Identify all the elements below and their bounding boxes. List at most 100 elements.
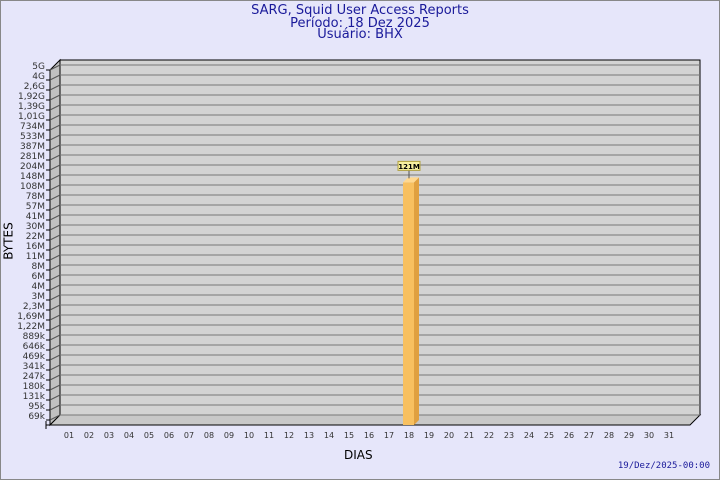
x-tick-label: 20 <box>444 431 454 440</box>
bar-front <box>403 182 414 425</box>
grid-line-side <box>49 334 61 341</box>
x-tick-label: 30 <box>644 431 654 440</box>
x-tick-label: 02 <box>84 431 94 440</box>
grid-line-side <box>49 164 61 171</box>
x-tick-label: 23 <box>504 431 514 440</box>
y-tick-label: 1,22M <box>17 322 45 332</box>
y-tick-label: 734M <box>20 122 45 132</box>
x-tick-label: 22 <box>484 431 494 440</box>
x-tick-label: 04 <box>124 431 134 440</box>
y-tick-label: 889k <box>23 332 46 342</box>
grid-line-side <box>49 144 61 151</box>
x-tick-label: 29 <box>624 431 634 440</box>
y-tick-label: 22M <box>26 232 45 242</box>
x-tick-label: 08 <box>204 431 214 440</box>
y-tick-label: 4M <box>32 282 46 292</box>
x-tick-label: 01 <box>64 431 74 440</box>
y-tick-label: 78M <box>26 192 45 202</box>
grid-line-side <box>49 294 61 301</box>
x-tick-label: 06 <box>164 431 174 440</box>
grid-line-side <box>49 124 61 131</box>
y-tick-label: 95k <box>28 402 45 412</box>
grid-line-side <box>49 64 61 71</box>
y-tick-label: 247k <box>23 372 46 382</box>
y-tick-label: 4G <box>32 72 45 82</box>
chart-title: SARG, Squid User Access Reports <box>251 3 469 18</box>
plot-floor <box>48 414 702 426</box>
y-tick-label: 148M <box>20 172 45 182</box>
grid-line-side <box>49 254 61 261</box>
x-tick-label: 09 <box>224 431 234 440</box>
y-tick-label: 533M <box>20 132 45 142</box>
timestamp: 19/Dez/2025-00:00 <box>617 461 710 471</box>
grid-line-side <box>49 394 61 401</box>
grid-line-side <box>49 244 61 251</box>
y-tick-label: 204M <box>20 162 45 172</box>
grid-line-side <box>49 84 61 91</box>
y-tick-label: 469k <box>23 352 46 362</box>
x-axis-label: DIAS <box>344 448 373 462</box>
y-axis-label: BYTES <box>1 222 16 260</box>
y-tick-label: 16M <box>26 242 45 252</box>
grid-line-side <box>49 154 61 161</box>
y-tick-label: 30M <box>26 222 45 232</box>
y-tick-label: 387M <box>20 142 45 152</box>
y-tick-label: 3M <box>32 292 46 302</box>
grid-line-side <box>49 354 61 361</box>
x-tick-label: 13 <box>304 431 314 440</box>
y-tick-label: 180k <box>23 382 46 392</box>
x-tick-label: 25 <box>544 431 554 440</box>
x-tick-label: 07 <box>184 431 194 440</box>
grid-line-side <box>49 314 61 321</box>
grid-line-side <box>49 104 61 111</box>
y-tick-label: 131k <box>23 392 46 402</box>
bar-top <box>403 177 419 183</box>
grid-line-side <box>49 194 61 201</box>
data-label-box <box>397 160 421 171</box>
y-tick-label: 2,6G <box>24 82 45 92</box>
y-tick-label: 646k <box>23 342 46 352</box>
y-tick-label: 69k <box>28 412 45 422</box>
y-tick-label: 1,01G <box>18 112 45 122</box>
grid-line-side <box>49 134 61 141</box>
y-tick-label: 281M <box>20 152 45 162</box>
x-tick-label: 05 <box>144 431 154 440</box>
grid-line-side <box>49 364 61 371</box>
y-tick-label: 8M <box>32 262 46 272</box>
grid-line-side <box>49 114 61 121</box>
plot-left-wall <box>49 58 61 427</box>
x-tick-label: 26 <box>564 431 574 440</box>
grid-line-side <box>49 274 61 281</box>
y-tick-label: 341k <box>23 362 46 372</box>
x-tick-label: 28 <box>604 431 614 440</box>
x-tick-label: 15 <box>344 431 354 440</box>
x-tick-label: 11 <box>264 431 274 440</box>
grid-line-side <box>49 234 61 241</box>
grid-line-side <box>49 214 61 221</box>
grid-line-side <box>49 74 61 81</box>
chart-user: Usuário: BHX <box>317 27 403 42</box>
y-tick-label: 2,3M <box>23 302 45 312</box>
x-tick-label: 18 <box>404 431 414 440</box>
y-tick-label: 1,69M <box>17 312 45 322</box>
grid-line-side <box>49 204 61 211</box>
x-tick-label: 12 <box>284 431 294 440</box>
x-tick-label: 17 <box>384 431 394 440</box>
x-tick-label: 31 <box>664 431 674 440</box>
grid-line-side <box>49 384 61 391</box>
y-tick-label: 1,92G <box>18 92 45 102</box>
x-tick-label: 24 <box>524 431 534 440</box>
grid-line-side <box>49 94 61 101</box>
y-tick-label: 6M <box>32 272 46 282</box>
grid-line-side <box>49 284 61 291</box>
chart-period: Período: 18 Dez 2025 <box>290 16 430 31</box>
grid-line-side <box>49 414 61 421</box>
x-tick-label: 27 <box>584 431 594 440</box>
y-tick-label: 1,39G <box>18 102 45 112</box>
y-tick-label: 41M <box>26 212 45 222</box>
y-tick-label: 11M <box>26 252 45 262</box>
data-label: 121M <box>398 163 420 171</box>
y-tick-label: 108M <box>20 182 45 192</box>
grid-line-side <box>49 324 61 331</box>
